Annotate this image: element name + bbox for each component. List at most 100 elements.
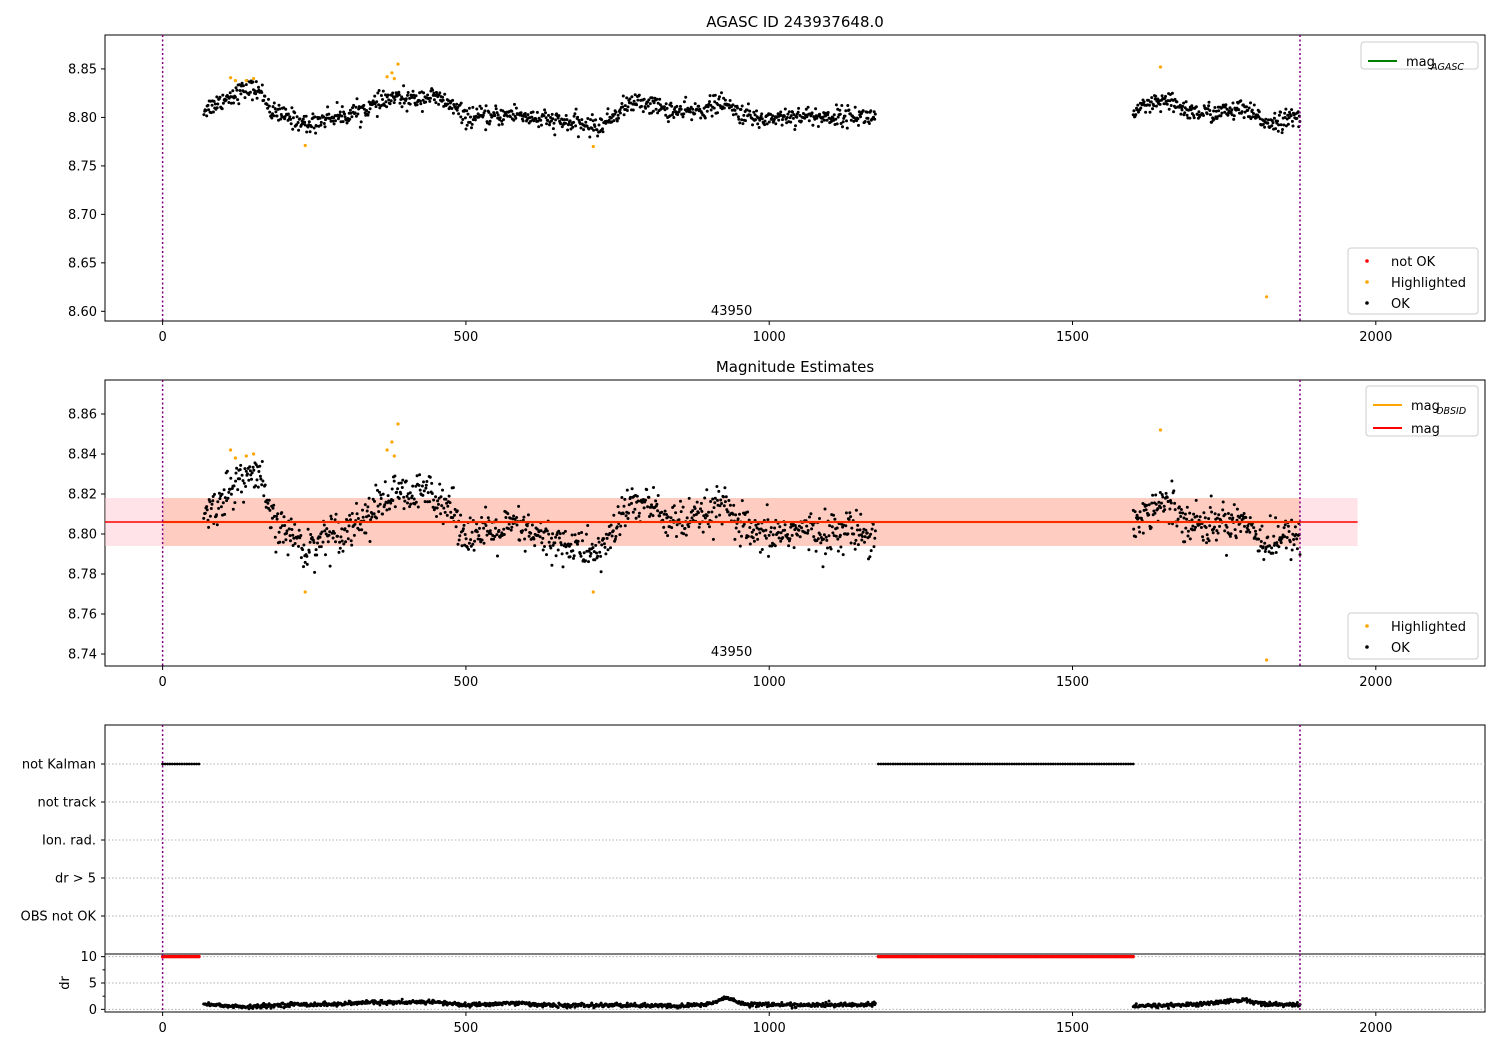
data-point (551, 117, 555, 121)
data-point (365, 509, 369, 513)
data-point (322, 122, 326, 125)
data-point (217, 506, 221, 510)
data-point (763, 119, 767, 123)
data-point (255, 478, 259, 482)
data-point (740, 499, 744, 503)
data-point (826, 113, 830, 117)
data-point (497, 528, 501, 532)
data-point (1150, 96, 1154, 100)
data-point (584, 559, 587, 563)
data-point (547, 540, 551, 544)
data-point (1290, 108, 1294, 112)
data-point (1184, 100, 1188, 104)
data-point (793, 128, 797, 131)
data-point (579, 126, 583, 130)
data-point (831, 116, 835, 120)
data-point (840, 104, 844, 107)
data-point (270, 116, 274, 120)
data-point (1181, 511, 1185, 515)
data-point (1242, 512, 1246, 515)
data-point (235, 88, 239, 92)
data-point (419, 102, 423, 106)
data-point (239, 92, 243, 96)
data-point (693, 507, 697, 510)
data-point (864, 528, 868, 532)
data-point (319, 120, 323, 124)
data-point (240, 490, 243, 494)
flag-point (1131, 762, 1135, 766)
data-point (569, 542, 573, 546)
data-point (740, 534, 743, 538)
flag-point (1051, 762, 1055, 766)
data-point (845, 119, 848, 123)
data-point (239, 463, 243, 467)
data-point (873, 112, 877, 116)
data-point (441, 95, 445, 99)
flag-point (928, 762, 931, 766)
flag-point (1061, 762, 1065, 766)
data-point (737, 530, 741, 534)
data-point (435, 506, 439, 510)
data-point (1202, 114, 1205, 117)
data-point (647, 495, 651, 499)
data-point (1172, 489, 1176, 493)
data-point (470, 122, 474, 126)
data-point (646, 505, 650, 509)
data-point (415, 474, 419, 478)
data-point (1170, 479, 1174, 483)
data-point (453, 513, 456, 517)
data-point (873, 536, 877, 540)
data-point (374, 483, 378, 487)
data-point (385, 508, 389, 512)
x-tick-label: 0 (158, 675, 166, 690)
data-point (331, 536, 335, 540)
data-point (709, 103, 713, 107)
data-point (705, 109, 709, 113)
data-point (772, 117, 776, 121)
data-point (587, 127, 591, 131)
data-point (863, 535, 867, 539)
data-point (514, 106, 518, 110)
data-point (669, 101, 673, 105)
data-point (1274, 127, 1278, 131)
data-point (681, 505, 685, 509)
data-point (358, 125, 362, 129)
data-point (493, 535, 497, 538)
data-point (1178, 103, 1182, 107)
flag-point (1083, 762, 1086, 766)
highlighted-point (252, 77, 256, 81)
y-tick-label: 8.60 (68, 305, 97, 320)
data-point (677, 518, 681, 522)
data-point (738, 544, 742, 548)
flag-point (192, 762, 196, 766)
data-point (571, 549, 575, 553)
data-point (630, 95, 634, 99)
data-point (231, 507, 235, 511)
data-point (1184, 526, 1188, 530)
data-point (665, 513, 668, 516)
data-point (736, 115, 740, 119)
data-point (1153, 97, 1157, 101)
data-point (319, 545, 323, 549)
data-point (1213, 512, 1217, 516)
data-point (1244, 516, 1248, 519)
data-point (295, 123, 299, 127)
data-point (248, 469, 252, 473)
flag-point (170, 762, 174, 766)
data-point (322, 523, 326, 527)
data-point (838, 533, 842, 537)
data-point (807, 548, 811, 552)
data-point (1182, 101, 1186, 105)
flag-point (173, 762, 177, 766)
data-point (640, 104, 643, 108)
data-point (796, 110, 800, 114)
data-point (1210, 510, 1214, 514)
legend-marker (1365, 280, 1369, 284)
data-point (278, 107, 282, 111)
data-point (822, 118, 826, 122)
data-point (233, 95, 237, 99)
data-point (1161, 495, 1165, 499)
data-point (484, 128, 488, 132)
data-point (412, 93, 416, 97)
data-point (571, 125, 575, 129)
